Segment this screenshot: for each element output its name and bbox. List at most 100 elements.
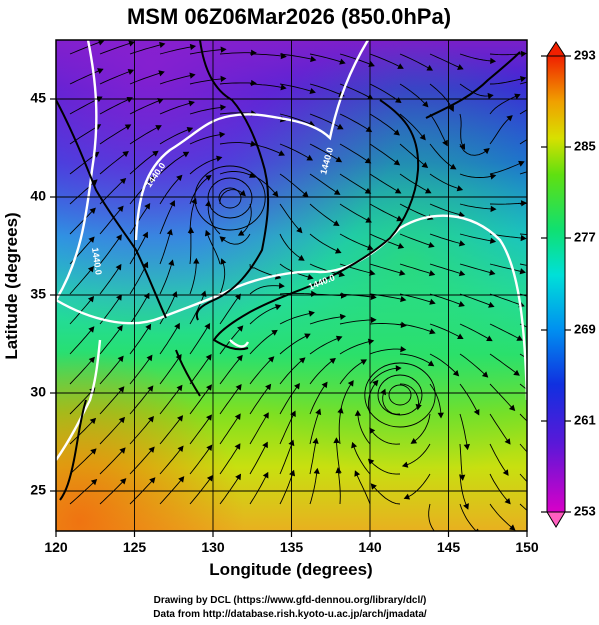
streamline <box>519 81 527 85</box>
streamline <box>309 83 345 97</box>
streamline <box>459 383 480 415</box>
streamline-arrowhead <box>87 265 94 273</box>
streamline-arrowhead <box>333 189 341 195</box>
streamline-arrowhead <box>360 359 368 365</box>
streamline <box>369 203 403 221</box>
streamline-arrowhead <box>502 469 509 476</box>
streamline-arrowhead <box>335 335 343 342</box>
streamline-arrowhead <box>278 282 285 289</box>
streamline <box>519 413 527 422</box>
y-tick-label: 30 <box>30 384 46 400</box>
streamline <box>189 48 226 55</box>
streamline <box>219 171 255 178</box>
x-axis: 120 125 130 135 140 145 150 <box>44 531 539 555</box>
streamline <box>399 113 426 140</box>
streamline <box>459 263 495 275</box>
streamline <box>339 340 374 355</box>
streamline-arrowhead <box>459 143 466 150</box>
streamline-arrowhead <box>220 104 227 111</box>
streamline-arrowhead <box>483 148 490 155</box>
streamline <box>309 143 342 163</box>
streamline-arrowhead <box>442 139 448 147</box>
streamline-arrowhead <box>166 228 173 236</box>
streamline <box>219 474 241 505</box>
y-axis: 25 30 35 40 45 <box>30 90 56 498</box>
colorbar: 293 285 277 269 261 253 <box>541 41 596 528</box>
streamline-arrowhead <box>308 310 315 317</box>
x-axis-label: Longitude (degrees) <box>209 560 372 579</box>
streamline <box>159 291 177 325</box>
streamline-arrowhead <box>489 237 497 244</box>
streamline-arrowhead <box>235 384 242 391</box>
streamline-arrowhead <box>429 298 436 305</box>
streamline <box>207 201 221 235</box>
streamline-arrowhead <box>204 322 211 330</box>
streamline <box>519 383 527 391</box>
streamline <box>249 412 269 445</box>
streamline <box>249 173 279 197</box>
streamline-arrowhead <box>115 263 122 271</box>
streamline-arrowhead <box>397 242 405 249</box>
streamline <box>489 383 515 411</box>
streamline <box>129 293 150 325</box>
streamline <box>159 385 183 415</box>
streamline-arrowhead <box>119 447 126 454</box>
streamline <box>404 473 431 499</box>
streamline-arrowhead <box>399 269 406 276</box>
streamline <box>159 74 195 85</box>
streamline <box>69 448 97 475</box>
streamline <box>69 326 95 355</box>
streamline <box>189 291 206 325</box>
streamline <box>339 359 367 385</box>
streamline-arrowhead <box>186 126 194 133</box>
streamline <box>129 125 162 145</box>
x-tick-label: 120 <box>44 539 68 555</box>
streamline <box>279 383 300 415</box>
streamline <box>459 83 493 97</box>
streamline-arrowhead <box>116 294 122 301</box>
streamline <box>159 151 189 175</box>
streamline-arrowhead <box>174 322 180 330</box>
streamline <box>279 312 315 325</box>
streamline-arrowhead <box>239 190 246 197</box>
streamline-arrowhead <box>518 160 525 167</box>
streamline <box>338 408 342 445</box>
streamline-arrowhead <box>234 413 241 420</box>
streamline <box>69 266 94 295</box>
streamline-arrowhead <box>310 55 317 63</box>
streamline-arrowhead <box>457 333 464 340</box>
streamline <box>519 171 527 175</box>
streamline-arrowhead <box>428 270 436 277</box>
streamline-arrowhead <box>338 271 346 278</box>
streamline-arrowhead <box>463 503 469 510</box>
streamline-arrowhead <box>155 125 162 131</box>
vortex-ring <box>218 187 242 209</box>
streamline <box>99 264 122 295</box>
streamline-arrowhead <box>205 354 212 361</box>
streamline <box>219 294 241 325</box>
streamline-arrowhead <box>206 444 213 452</box>
streamline-arrowhead <box>88 356 95 364</box>
streamline <box>429 233 465 246</box>
streamline-arrowhead <box>428 241 435 248</box>
streamline <box>99 386 125 415</box>
streamline-arrowhead <box>118 386 125 393</box>
streamline-arrowhead <box>144 203 151 210</box>
streamline-arrowhead <box>142 231 148 239</box>
streamline-arrowhead <box>394 187 402 194</box>
streamline <box>129 232 148 265</box>
streamline <box>369 323 406 327</box>
streamline <box>369 173 401 194</box>
streamline <box>249 53 286 58</box>
streamline <box>519 443 527 453</box>
streamline <box>459 443 464 480</box>
streamline-arrowhead <box>337 407 344 414</box>
streamline <box>399 53 433 71</box>
streamline-arrowhead <box>473 408 480 416</box>
temperature-field: 1440.0 1440.0 1440.0 1440.0 <box>56 40 527 531</box>
x-tick-label: 125 <box>123 539 147 555</box>
streamline <box>219 384 242 415</box>
streamline <box>249 330 278 355</box>
wind-streamlines <box>69 40 527 531</box>
streamline-arrowhead <box>280 52 287 60</box>
